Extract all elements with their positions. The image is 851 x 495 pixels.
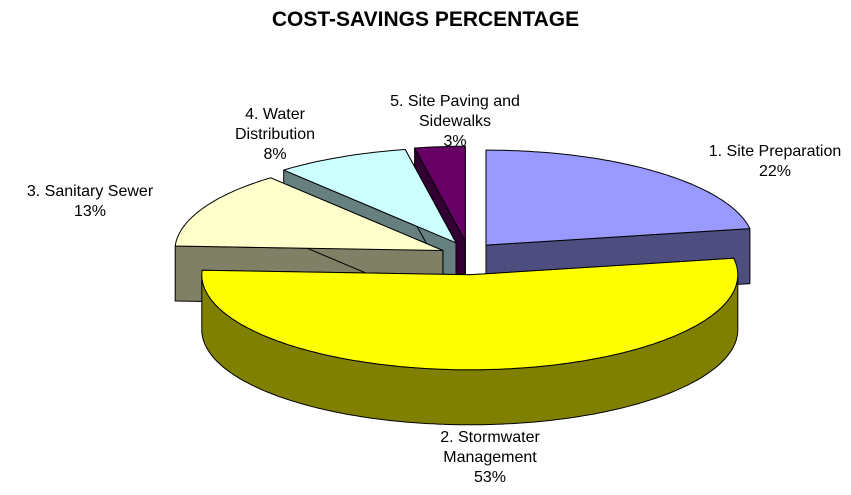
slice-label: 4. Water Distribution 8% xyxy=(215,105,335,165)
slice xyxy=(414,145,466,242)
value-label: 3% xyxy=(443,133,467,150)
category-label: 4. Water Distribution xyxy=(234,106,316,143)
value-label: 8% xyxy=(263,146,287,163)
value-label: 22% xyxy=(758,163,792,180)
slice xyxy=(485,149,751,246)
category-label: 5. Site Paving and Sidewalks xyxy=(390,93,520,130)
category-label: 1. Site Preparation xyxy=(708,143,842,160)
slice xyxy=(201,257,739,371)
slice xyxy=(283,149,457,244)
slice xyxy=(174,177,444,251)
chart-title: COST-SAVINGS PERCENTAGE xyxy=(271,8,580,31)
slice-label: 2. Stormwater Management 53% xyxy=(410,428,570,488)
value-label: 13% xyxy=(73,203,107,220)
category-label: 2. Stormwater Management xyxy=(440,429,540,466)
slice-label: 3. Sanitary Sewer 13% xyxy=(0,182,180,222)
slice-label: 1. Site Preparation 22% xyxy=(685,142,851,182)
category-label: 3. Sanitary Sewer xyxy=(26,183,154,200)
value-label: 53% xyxy=(473,469,507,486)
slice-label: 5. Site Paving and Sidewalks 3% xyxy=(360,92,550,152)
